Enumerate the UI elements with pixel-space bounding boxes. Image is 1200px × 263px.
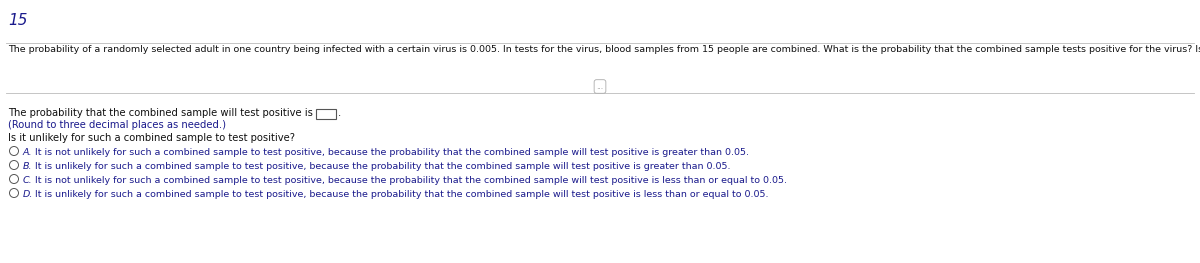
Text: It is not unlikely for such a combined sample to test positive, because the prob: It is not unlikely for such a combined s… bbox=[35, 176, 787, 185]
Text: Is it unlikely for such a combined sample to test positive?: Is it unlikely for such a combined sampl… bbox=[8, 133, 295, 143]
Text: 15: 15 bbox=[8, 13, 28, 28]
Text: It is unlikely for such a combined sample to test positive, because the probabil: It is unlikely for such a combined sampl… bbox=[35, 162, 731, 171]
Text: It is unlikely for such a combined sample to test positive, because the probabil: It is unlikely for such a combined sampl… bbox=[35, 190, 768, 199]
Text: (Round to three decimal places as needed.): (Round to three decimal places as needed… bbox=[8, 120, 226, 130]
Text: B.: B. bbox=[23, 162, 32, 171]
Text: It is not unlikely for such a combined sample to test positive, because the prob: It is not unlikely for such a combined s… bbox=[35, 148, 749, 157]
Text: C.: C. bbox=[23, 176, 32, 185]
FancyBboxPatch shape bbox=[316, 109, 336, 119]
Text: A.: A. bbox=[23, 148, 32, 157]
Text: The probability of a randomly selected adult in one country being infected with : The probability of a randomly selected a… bbox=[8, 45, 1200, 54]
Text: .: . bbox=[338, 108, 341, 118]
Text: ...: ... bbox=[596, 82, 604, 91]
Text: The probability that the combined sample will test positive is: The probability that the combined sample… bbox=[8, 108, 313, 118]
Text: D.: D. bbox=[23, 190, 34, 199]
